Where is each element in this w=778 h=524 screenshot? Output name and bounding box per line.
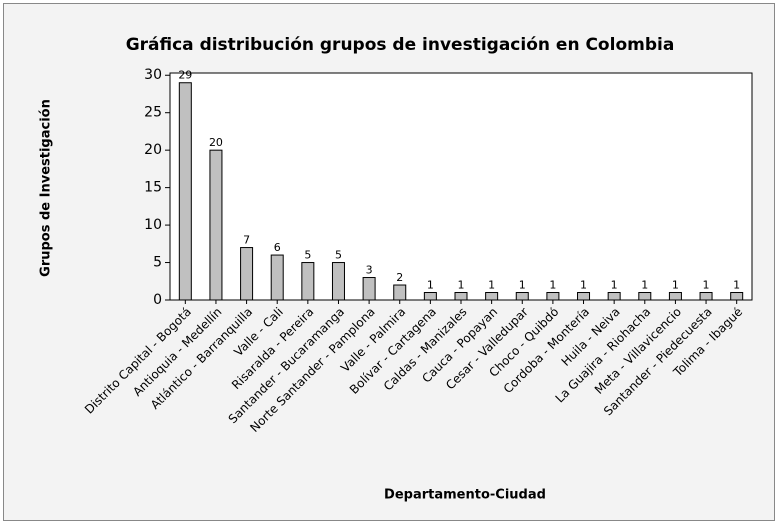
value-label: 1 <box>611 279 618 292</box>
plot-area <box>169 72 753 301</box>
value-label: 1 <box>672 279 679 292</box>
value-label: 29 <box>178 69 192 82</box>
chart-title: Gráfica distribución grupos de investiga… <box>126 35 675 55</box>
bar <box>331 262 345 301</box>
value-label: 1 <box>488 279 495 292</box>
bar <box>607 292 621 301</box>
y-tick-label: 10 <box>144 217 162 233</box>
value-label: 1 <box>641 279 648 292</box>
y-tick-label: 30 <box>144 67 162 83</box>
value-label: 5 <box>304 249 311 262</box>
value-label: 1 <box>519 279 526 292</box>
y-tick-label: 25 <box>144 105 162 121</box>
bar <box>423 292 437 301</box>
y-tick-label: 5 <box>153 255 162 271</box>
value-label: 1 <box>733 279 740 292</box>
value-label: 1 <box>549 279 556 292</box>
bar <box>730 292 744 301</box>
bar <box>699 292 713 301</box>
value-label: 3 <box>366 264 373 277</box>
bar <box>270 254 284 301</box>
value-label: 2 <box>396 271 403 284</box>
value-label: 20 <box>209 136 223 149</box>
bar <box>638 292 652 301</box>
value-label: 6 <box>274 241 281 254</box>
bar <box>301 262 315 301</box>
value-label: 5 <box>335 249 342 262</box>
x-axis-label: Departamento-Ciudad <box>384 488 546 503</box>
value-label: 1 <box>580 279 587 292</box>
bar <box>209 149 223 301</box>
bar <box>668 292 682 301</box>
y-tick-label: 20 <box>144 142 162 158</box>
bar <box>178 82 192 301</box>
bar <box>454 292 468 301</box>
value-label: 1 <box>703 279 710 292</box>
bar <box>240 247 254 301</box>
bar <box>515 292 529 301</box>
y-axis-label: Grupos de Investigación <box>39 99 54 277</box>
bar <box>362 277 376 301</box>
value-label: 7 <box>243 234 250 247</box>
bar <box>485 292 499 301</box>
y-tick-label: 0 <box>153 292 162 308</box>
y-tick-label: 15 <box>144 180 162 196</box>
value-label: 1 <box>458 279 465 292</box>
bar <box>577 292 591 301</box>
value-label: 1 <box>427 279 434 292</box>
bar <box>393 284 407 301</box>
bar <box>546 292 560 301</box>
